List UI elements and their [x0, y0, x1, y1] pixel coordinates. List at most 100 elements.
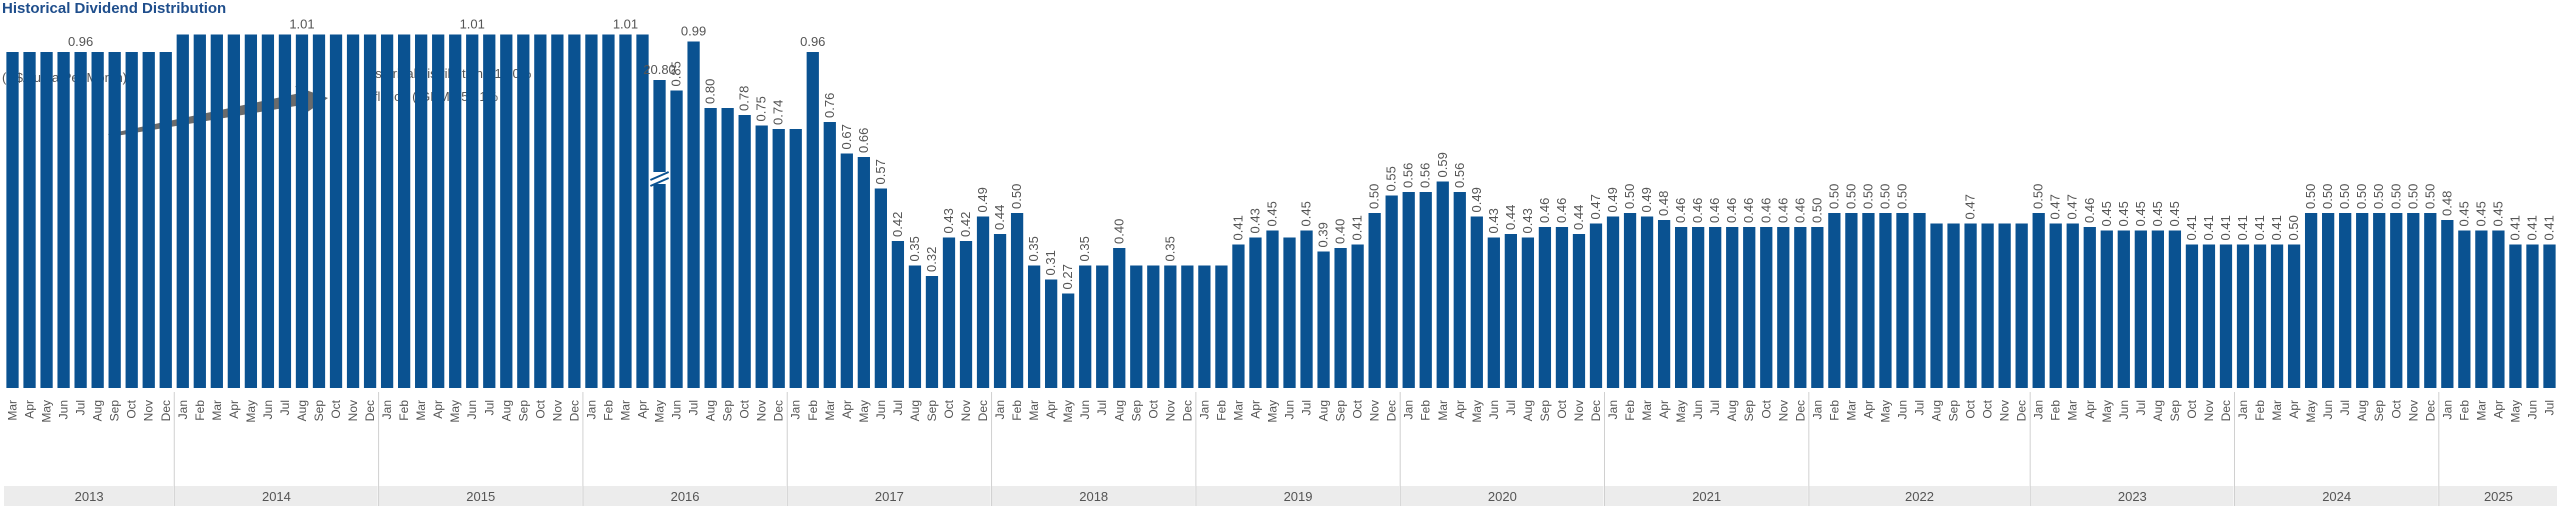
year-band — [1195, 486, 1400, 506]
month-tick-label: Aug — [1725, 400, 1739, 421]
data-label: 0.50 — [2303, 184, 2318, 209]
month-tick-label: Jan — [1606, 400, 1620, 419]
month-tick-label: Jul — [1913, 400, 1927, 415]
month-tick-label: Dec — [772, 400, 786, 421]
year-label: 2013 — [75, 489, 104, 504]
data-label: 0.50 — [1860, 184, 1875, 209]
month-tick-label: May — [2508, 400, 2522, 423]
bar-2022-sep — [1947, 223, 1960, 388]
bar-2016-dec — [772, 129, 785, 388]
month-tick-label: Dec — [976, 400, 990, 421]
bar-2023-feb — [2049, 223, 2062, 388]
month-tick-label: Feb — [397, 400, 411, 421]
data-label: 0.46 — [1707, 198, 1722, 223]
bar-2019-aug — [1317, 251, 1330, 388]
bar-2020-mar — [1436, 181, 1449, 388]
data-label: 0.50 — [2354, 184, 2369, 209]
month-tick-label: Aug — [2151, 400, 2165, 421]
month-tick-label: Mar — [1844, 400, 1858, 421]
bar-2018-jun — [1079, 265, 1092, 388]
bar-2023-nov — [2202, 244, 2216, 388]
data-label: 0.45 — [2473, 201, 2488, 226]
bar-2017-jul — [891, 241, 905, 388]
data-label: 0.55 — [1384, 166, 1399, 191]
data-label: 0.45 — [1299, 201, 1314, 226]
data-label: 0.43 — [1520, 208, 1535, 233]
bar-2014-jan — [176, 34, 189, 388]
year-label: 2017 — [875, 489, 904, 504]
data-label: 0.46 — [1741, 198, 1756, 223]
month-tick-label: Feb — [1623, 400, 1637, 421]
year-label: 2018 — [1079, 489, 1108, 504]
month-tick-label: Nov — [755, 400, 769, 421]
bar-2018-apr — [1045, 279, 1058, 388]
bar-2015-jul — [483, 34, 496, 388]
bar-2025-feb — [2458, 230, 2471, 388]
year-band — [991, 486, 1195, 506]
month-tick-label: Feb — [1419, 400, 1433, 421]
bar-2017-mar — [823, 122, 836, 388]
data-label: 0.40 — [1111, 219, 1126, 244]
month-tick-label: Mar — [1436, 400, 1450, 421]
bar-2021-jun — [1692, 227, 1705, 388]
bar-2022-dec — [2015, 223, 2028, 388]
month-tick-label: Jun — [1691, 400, 1705, 419]
year-band — [1604, 486, 1808, 506]
data-label: 0.56 — [1418, 163, 1433, 188]
bar-2018-jul — [1096, 265, 1109, 388]
month-tick-label: Sep — [2168, 400, 2182, 422]
bar-2017-apr — [840, 153, 853, 388]
data-label: 0.43 — [1247, 208, 1262, 233]
data-label: 0.42 — [958, 212, 973, 237]
data-label: 0.47 — [1963, 194, 1978, 219]
month-tick-label: Oct — [1351, 399, 1365, 418]
bar-2021-feb — [1623, 213, 1637, 388]
bar-2024-oct — [2390, 213, 2403, 388]
month-tick-label: Apr — [431, 400, 445, 419]
bar-2015-sep — [517, 34, 530, 388]
data-label: 0.50 — [2422, 184, 2437, 209]
bar-2015-nov — [551, 34, 564, 388]
data-label: 0.50 — [2286, 215, 2301, 240]
month-tick-label: Apr — [1657, 400, 1671, 419]
bar-2013-aug — [91, 52, 104, 388]
month-tick-label: Oct — [738, 399, 752, 418]
data-label: 0.46 — [1792, 198, 1807, 223]
month-tick-label: Jun — [1487, 400, 1501, 419]
year-band — [2438, 486, 2557, 506]
data-label: 0.49 — [975, 187, 990, 212]
bar-2023-aug — [2151, 230, 2164, 388]
month-tick-label: Nov — [1998, 400, 2012, 421]
bar-2017-oct — [942, 237, 956, 388]
bar-2017-sep — [925, 276, 939, 388]
month-tick-label: Sep — [1129, 400, 1143, 422]
month-tick-label: Jan — [176, 400, 190, 419]
month-tick-label: Nov — [1572, 400, 1586, 421]
bar-2022-jul — [1913, 213, 1926, 388]
month-tick-label: Aug — [704, 400, 718, 421]
data-label: 0.47 — [1588, 194, 1603, 219]
bar-2019-jul — [1300, 230, 1313, 388]
bar-2022-jan — [1811, 227, 1824, 388]
bar-2014-aug — [295, 34, 309, 388]
month-tick-label: Jul — [1504, 400, 1518, 415]
bar-2020-feb — [1419, 192, 1432, 388]
year-label: 2021 — [1692, 489, 1721, 504]
bar-2019-oct — [1351, 244, 1364, 388]
bar-2017-feb — [806, 52, 819, 388]
chart-title: Historical Dividend Distribution — [2, 0, 227, 17]
month-tick-label: Dec — [1180, 400, 1194, 421]
month-tick-label: Oct — [2185, 399, 2199, 418]
data-label: 0.45 — [1264, 201, 1279, 226]
data-label: 0.35 — [1026, 236, 1041, 261]
bar-2013-jul — [74, 52, 87, 388]
month-tick-label: Dec — [2219, 400, 2233, 421]
data-label: 0.46 — [2082, 198, 2097, 223]
data-label: 0.50 — [1622, 184, 1637, 209]
bar-2021-oct — [1760, 227, 1773, 388]
bar-2021-sep — [1743, 227, 1756, 388]
month-tick-label: Sep — [1334, 400, 1348, 422]
bar-2024-jul — [2339, 213, 2352, 388]
